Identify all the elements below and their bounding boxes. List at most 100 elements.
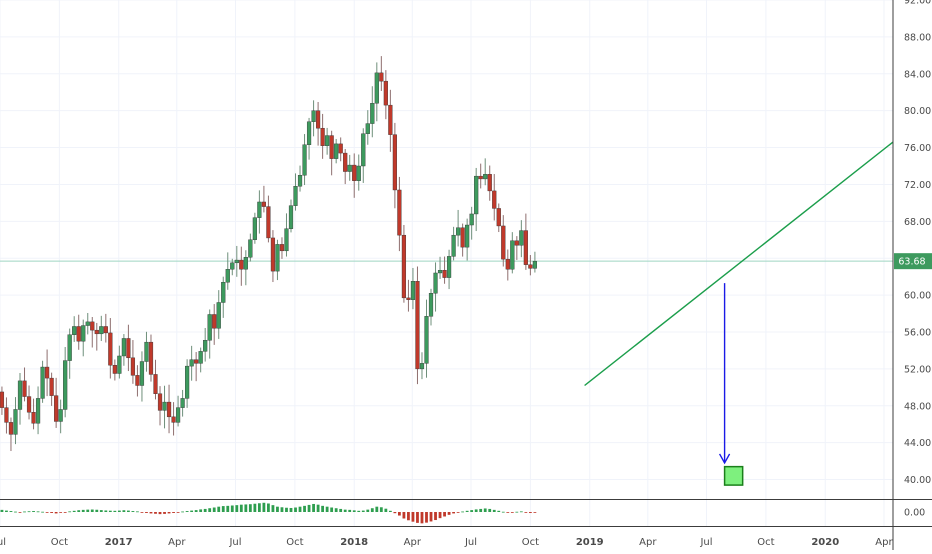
candle — [22, 367, 27, 402]
candle — [157, 386, 163, 426]
candle — [230, 258, 235, 276]
histogram-bar — [303, 505, 306, 512]
candle — [379, 56, 384, 91]
candle-body — [45, 366, 50, 379]
histogram-bar — [23, 511, 26, 513]
candle-body — [212, 314, 217, 329]
candle-body — [85, 321, 90, 326]
histogram-bar — [230, 505, 234, 512]
candle-body — [352, 164, 357, 181]
candle — [383, 70, 388, 120]
x-tick-label: Apr — [639, 537, 657, 548]
candle-body — [81, 325, 86, 342]
candle-body — [306, 121, 312, 145]
histogram-bar — [434, 512, 437, 521]
candle — [180, 389, 185, 417]
histogram-bar — [361, 510, 365, 512]
candle — [302, 134, 307, 186]
candle — [166, 384, 172, 434]
candle — [510, 232, 515, 274]
histogram-bar — [226, 505, 230, 512]
candle — [410, 267, 416, 310]
histogram-bar — [388, 510, 392, 512]
candle — [424, 299, 429, 378]
candle-body — [514, 240, 519, 246]
histogram-bar — [122, 510, 126, 512]
candle — [4, 397, 9, 434]
candle-body — [419, 363, 425, 370]
candle-body — [288, 205, 294, 229]
candle — [365, 110, 370, 145]
x-tick-label: Apr — [404, 537, 422, 548]
candle-body — [207, 314, 212, 341]
candle — [437, 256, 443, 279]
candle — [469, 206, 474, 240]
y-tick-label: 76.00 — [904, 143, 931, 154]
candle-body — [428, 293, 434, 317]
candle — [356, 154, 361, 191]
candle — [112, 359, 117, 381]
candle — [325, 127, 330, 155]
candle-body — [528, 264, 533, 269]
candle-body — [162, 401, 167, 411]
histogram-bar — [366, 509, 370, 512]
candle — [261, 185, 266, 213]
candle — [203, 327, 208, 362]
histogram-bar — [257, 503, 261, 512]
y-tick-label: 68.00 — [904, 217, 931, 228]
candle-body — [194, 359, 199, 364]
candle — [492, 174, 497, 221]
candle-body — [293, 186, 298, 206]
candle — [121, 334, 126, 366]
candle-body — [492, 190, 497, 209]
histogram-bar — [9, 511, 13, 512]
histogram-bar — [402, 512, 406, 519]
candle-body — [135, 375, 140, 386]
histogram-bar — [68, 511, 72, 513]
histogram-bar — [524, 512, 528, 513]
candle-body — [248, 239, 253, 258]
candle-body — [275, 244, 280, 272]
candle — [103, 313, 108, 343]
candle — [85, 312, 90, 335]
candle — [433, 262, 438, 312]
histogram-bar — [253, 503, 257, 512]
histogram-bar — [375, 506, 379, 512]
candle-body — [189, 359, 194, 367]
candle — [392, 122, 397, 209]
candle-body — [108, 332, 113, 366]
candle — [257, 190, 262, 234]
candle — [234, 245, 239, 277]
histogram-bar — [0, 509, 4, 512]
candle-body — [266, 206, 271, 239]
candle — [153, 359, 158, 400]
candle-body — [401, 234, 407, 299]
histogram-bar — [172, 512, 175, 513]
histogram-bar — [72, 510, 76, 512]
histogram-bar — [276, 506, 279, 512]
histogram-bar — [108, 510, 112, 512]
candle — [460, 223, 465, 257]
candle-body — [406, 297, 411, 300]
histogram-bar — [140, 512, 144, 513]
candle-body — [320, 127, 325, 146]
candle-body — [465, 224, 470, 248]
candle — [162, 385, 167, 429]
x-tick-label: Apr — [875, 537, 893, 548]
histogram-bar — [312, 503, 315, 512]
histogram-bar — [488, 508, 492, 512]
candle — [248, 233, 253, 262]
candle — [189, 345, 194, 381]
candle — [487, 165, 492, 201]
histogram-bar — [474, 509, 478, 512]
x-tick-label: 2020 — [811, 537, 839, 548]
histogram-bar — [420, 512, 424, 524]
candle-body — [410, 281, 416, 300]
histogram-bar — [479, 508, 483, 512]
histogram-bar — [104, 510, 108, 512]
candle — [243, 250, 248, 286]
candle-body — [478, 175, 483, 180]
histogram-bar — [370, 508, 374, 512]
histogram-bar — [492, 509, 496, 512]
